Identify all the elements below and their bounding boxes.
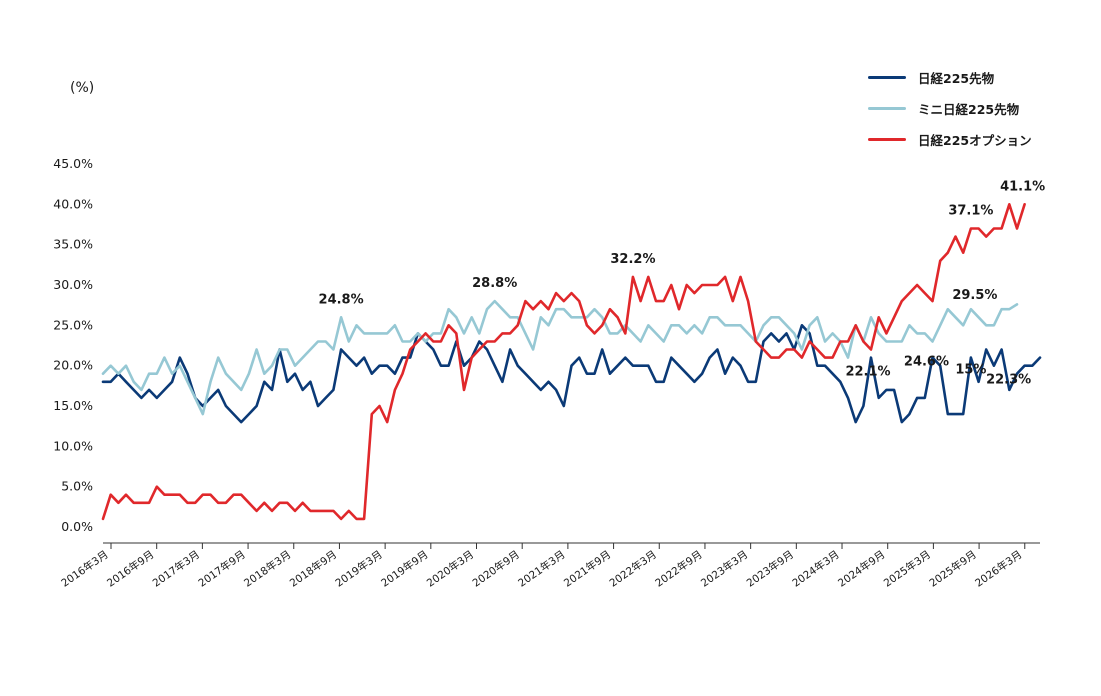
x-tick-label: 2019年9月 <box>379 548 431 590</box>
data-label: 32.2% <box>610 252 655 267</box>
x-tick-label: 2023年9月 <box>744 548 796 590</box>
x-tick-label: 2025年3月 <box>881 548 933 590</box>
data-label: 41.1% <box>1000 179 1045 194</box>
legend-item-mini-nikkei225-futures: ミニ日経225先物 <box>868 93 1032 124</box>
chart-legend: 日経225先物 ミニ日経225先物 日経225オプション <box>868 62 1032 155</box>
series-line-1 <box>101 299 1019 416</box>
x-tick-label: 2018年3月 <box>241 548 293 590</box>
y-tick-label: 10.0% <box>53 438 93 453</box>
y-tick-label: 5.0% <box>61 479 93 494</box>
y-tick-label: 20.0% <box>53 358 93 373</box>
legend-item-nikkei225-options: 日経225オプション <box>868 124 1032 155</box>
legend-label-nikkei225-options: 日経225オプション <box>918 133 1032 148</box>
legend-label-mini-nikkei225-futures: ミニ日経225先物 <box>918 102 1020 117</box>
data-label: 37.1% <box>948 204 993 219</box>
legend-item-nikkei225-futures: 日経225先物 <box>868 62 1032 93</box>
y-tick-label: 30.0% <box>53 277 93 292</box>
x-tick-label: 2023年3月 <box>698 548 750 590</box>
x-tick-label: 2021年3月 <box>516 548 568 590</box>
y-tick-label: 40.0% <box>53 196 93 211</box>
series-line-2 <box>101 203 1026 521</box>
x-tick-label: 2022年3月 <box>607 548 659 590</box>
x-tick-label: 2020年3月 <box>424 548 476 590</box>
data-label: 22.3% <box>986 373 1031 388</box>
x-tick-label: 2024年3月 <box>790 548 842 590</box>
x-tick-label: 2016年3月 <box>59 548 111 590</box>
x-tick-label: 2017年9月 <box>196 548 248 590</box>
x-tick-label: 2019年3月 <box>333 548 385 590</box>
x-tick-label: 2024年9月 <box>835 548 887 590</box>
y-tick-label: 25.0% <box>53 317 93 332</box>
legend-swatch-nikkei225-options <box>868 138 906 141</box>
data-label: 15% <box>955 363 986 378</box>
y-axis-unit-label: (%) <box>70 80 95 96</box>
data-label: 22.1% <box>845 365 890 380</box>
x-tick-label: 2026年3月 <box>972 548 1024 590</box>
x-tick-label: 2018年9月 <box>287 548 339 590</box>
y-tick-label: 15.0% <box>53 398 93 413</box>
data-label: 27.6% <box>986 0 1031 4</box>
y-tick-label: 0.0% <box>61 519 93 534</box>
series-line-0 <box>101 323 1042 424</box>
y-tick-label: 45.0% <box>53 156 93 171</box>
legend-label-nikkei225-futures: 日経225先物 <box>918 71 995 86</box>
x-tick-label: 2017年3月 <box>150 548 202 590</box>
x-tick-label: 2016年9月 <box>104 548 156 590</box>
x-tick-label: 2020年9月 <box>470 548 522 590</box>
data-label: 28.8% <box>472 276 517 291</box>
y-tick-label: 35.0% <box>53 237 93 252</box>
data-label: 24.8% <box>319 292 364 307</box>
x-tick-label: 2025年9月 <box>927 548 979 590</box>
x-tick-label: 2022年9月 <box>653 548 705 590</box>
x-tick-label: 2021年9月 <box>561 548 613 590</box>
data-label: 29.5% <box>952 288 997 303</box>
legend-swatch-nikkei225-futures <box>868 76 906 79</box>
legend-swatch-mini-nikkei225-futures <box>868 107 906 110</box>
data-label: 24.6% <box>904 355 949 370</box>
